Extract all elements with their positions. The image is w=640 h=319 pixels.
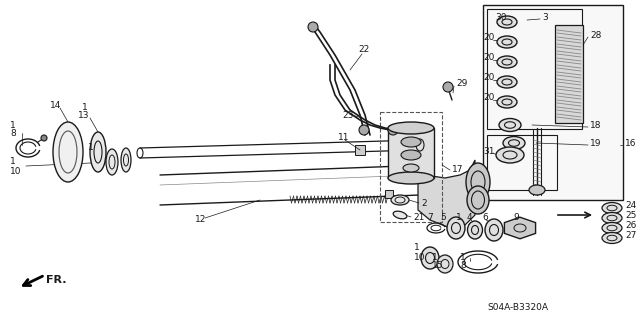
Text: 14: 14 [50,100,61,109]
Ellipse shape [503,137,525,150]
Ellipse shape [467,186,489,214]
Bar [487,9,582,129]
Text: 31: 31 [483,147,495,157]
Text: 23: 23 [342,110,353,120]
Ellipse shape [106,149,118,175]
Ellipse shape [602,212,622,224]
Text: 26: 26 [625,221,636,231]
Ellipse shape [602,222,622,234]
Text: 27: 27 [625,232,636,241]
Text: 2: 2 [421,198,427,207]
Ellipse shape [447,217,465,239]
Ellipse shape [121,148,131,172]
Text: 15: 15 [432,262,444,271]
Text: FR.: FR. [46,275,67,285]
Bar [385,190,393,198]
Ellipse shape [388,172,434,184]
Ellipse shape [529,185,545,195]
Ellipse shape [401,150,421,160]
Ellipse shape [496,147,524,163]
Text: 6: 6 [482,213,488,222]
Text: 7: 7 [427,213,433,222]
Ellipse shape [602,203,622,213]
Ellipse shape [90,132,106,172]
Text: 5: 5 [440,213,445,222]
Text: 1: 1 [432,253,438,262]
Circle shape [443,82,453,92]
Ellipse shape [497,36,517,48]
Text: 11: 11 [338,133,349,143]
Text: 20: 20 [483,73,494,83]
Ellipse shape [391,195,409,205]
Ellipse shape [497,96,517,108]
Text: 20: 20 [483,54,494,63]
Ellipse shape [497,16,517,28]
Ellipse shape [485,219,503,241]
Ellipse shape [403,164,419,172]
Ellipse shape [497,56,517,68]
Text: 13: 13 [78,112,90,121]
Text: 30: 30 [495,12,506,21]
Ellipse shape [393,211,407,219]
Ellipse shape [497,76,517,88]
Text: 20: 20 [483,33,494,42]
Text: 9: 9 [513,213,519,222]
Text: 8: 8 [460,262,466,271]
Circle shape [359,125,369,135]
Circle shape [308,22,318,32]
Text: 24: 24 [625,202,636,211]
Text: 1: 1 [88,144,93,152]
Text: 3: 3 [542,12,548,21]
Bar [555,25,583,123]
Bar [483,5,623,200]
Bar [355,145,365,155]
Bar [487,135,557,190]
Text: 25: 25 [625,211,636,220]
Text: 28: 28 [590,31,602,40]
Text: 17: 17 [452,166,463,174]
Text: 29: 29 [456,78,467,87]
Polygon shape [504,217,536,239]
Ellipse shape [437,255,453,273]
Ellipse shape [401,137,421,147]
Circle shape [41,135,47,141]
Text: 21: 21 [413,212,424,221]
Text: 1: 1 [10,121,16,130]
Text: 18: 18 [590,121,602,130]
Ellipse shape [421,247,439,269]
Text: 1: 1 [10,158,16,167]
Ellipse shape [466,163,490,201]
Polygon shape [418,155,475,228]
Circle shape [388,125,398,135]
Bar [380,112,442,222]
Text: 1: 1 [82,103,88,113]
Text: 4: 4 [467,213,472,222]
Text: 10: 10 [414,253,426,262]
Ellipse shape [388,122,434,134]
Text: 1: 1 [460,253,466,262]
Ellipse shape [53,122,83,182]
Text: 22: 22 [358,46,369,55]
Text: 10: 10 [10,167,22,175]
Text: 20: 20 [483,93,494,102]
Text: 16: 16 [625,138,637,147]
Text: 19: 19 [590,138,602,147]
Ellipse shape [602,233,622,243]
Text: 12: 12 [195,216,206,225]
Text: 1: 1 [414,243,420,253]
Ellipse shape [499,118,521,131]
Text: 8: 8 [10,129,16,137]
Text: S04A-B3320A: S04A-B3320A [487,302,548,311]
Text: 1: 1 [456,213,461,222]
Ellipse shape [467,221,483,239]
Bar [388,128,434,178]
